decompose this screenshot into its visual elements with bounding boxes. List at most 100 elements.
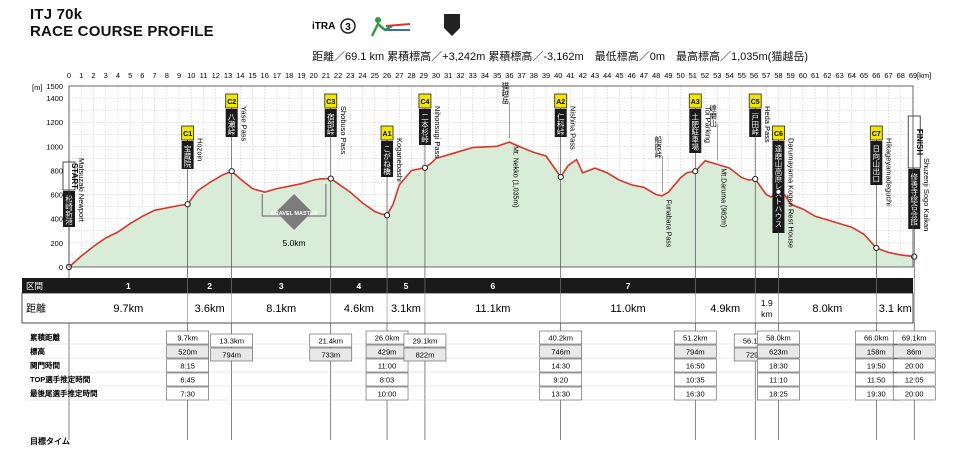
x-tick-label: 60: [799, 71, 807, 80]
segment-distance: 8.1km: [266, 303, 296, 315]
segment-distance: 4.6km: [344, 303, 374, 315]
x-tick-label: 7: [153, 71, 157, 80]
itra-logo-text: iTRA: [312, 21, 335, 32]
segment-number: 1: [126, 281, 131, 291]
x-tick-label: 54: [725, 71, 733, 80]
target-time-label: 目標タイム: [30, 436, 70, 446]
x-tick-label: 15: [248, 71, 256, 80]
elevation-line: [68, 141, 915, 268]
x-tick-label: 40: [554, 71, 562, 80]
x-tick-label: 17: [273, 71, 281, 80]
x-tick-label: 29: [420, 71, 428, 80]
x-tick-label: 49: [664, 71, 672, 80]
table-cell: [309, 347, 353, 362]
checkpoint-jp-box: [870, 141, 883, 185]
segment-number: 5: [404, 281, 409, 291]
x-tick-label: 48: [652, 71, 660, 80]
table-cell-value: 9:20: [553, 376, 568, 385]
checkpoint-id-box: [554, 93, 568, 109]
table-cell: [365, 358, 409, 373]
segment-number: 2: [207, 281, 212, 291]
checkpoint-dot: [184, 201, 191, 208]
table-row-label: 標高: [30, 346, 45, 356]
segment-distance: 1.9: [761, 298, 773, 308]
shield-logo-icon: [444, 14, 460, 36]
table-cell: [892, 372, 936, 387]
landmark-en-name: Funabara Pass: [664, 200, 671, 248]
itra-points: 3: [345, 22, 351, 33]
x-tick-label: 10: [187, 71, 195, 80]
gravel-distance-label: 5.0km: [282, 238, 305, 248]
x-tick-label: 62: [823, 71, 831, 80]
x-tick-label: 14: [236, 71, 244, 80]
segment-band-background: [22, 278, 913, 293]
y-tick-label: 1400: [46, 94, 63, 103]
table-cell: [892, 358, 936, 373]
table-cell: [673, 330, 717, 345]
segment-distance: 11.0km: [610, 303, 645, 315]
x-tick-label: 56: [750, 71, 758, 80]
x-tick-label: 55: [738, 71, 746, 80]
landmark-jp-name: 猫越岳: [501, 81, 510, 106]
checkpoint-jp-name: 戸田峠: [750, 113, 759, 137]
checkpoint-id: A3: [691, 99, 700, 106]
table-cell: [757, 358, 800, 373]
checkpoint-jp-box: [324, 109, 337, 137]
x-tick-label: 27: [395, 71, 403, 80]
checkpoint-id: C2: [227, 99, 236, 106]
landmark-en-name: Mt. Nekko (1,035m): [511, 146, 518, 207]
table-cell-value: 10:35: [686, 376, 705, 385]
table-cell-value: 8:03: [380, 376, 395, 385]
x-tick-label: 34: [481, 71, 489, 80]
x-tick-label: 53: [713, 71, 721, 80]
table-cell: [166, 344, 209, 359]
checkpoint-jp-box: [908, 169, 921, 229]
x-tick-label: 13: [224, 71, 232, 80]
checkpoint-jp-box: [749, 109, 762, 137]
table-cell-value: 822m: [416, 351, 435, 360]
x-tick-label: 20: [309, 71, 317, 80]
checkpoint-id: C4: [420, 99, 429, 106]
x-tick-label: 65: [860, 71, 868, 80]
x-tick-label: 23: [346, 71, 354, 80]
table-cell-value: 13.3km: [219, 337, 244, 346]
table-cell: [673, 372, 717, 387]
x-tick-label: 36: [505, 71, 513, 80]
checkpoint-jp-name: 修善寺総合会館: [909, 172, 918, 227]
x-tick-label: 4: [116, 71, 120, 80]
table-cell-value: 13:30: [551, 390, 570, 399]
logo-row: iTRA 3: [312, 14, 460, 37]
checkpoint-jp-box: [772, 141, 785, 233]
x-tick-label: 58: [774, 71, 782, 80]
checkpoint-id: A1: [383, 131, 392, 138]
distance-band-frame: [21, 292, 914, 324]
gravel-master-badge-icon: [276, 194, 313, 230]
x-tick-label: 2: [91, 71, 95, 80]
table-cell-value: 7:30: [180, 390, 195, 399]
x-tick-label: 37: [517, 71, 525, 80]
checkpoint-id-box: [907, 115, 921, 169]
table-cell-value: 16:50: [686, 362, 705, 371]
x-tick-label: 69: [909, 71, 917, 80]
table-cell-value: 58.0km: [766, 334, 791, 343]
checkpoint-dot: [383, 212, 391, 219]
course-stats: 距離／69.1 km 累積標高／+3,242m 累積標高／-3,162m 最低標…: [312, 51, 809, 63]
y-tick-label: 1000: [46, 142, 63, 151]
table-cell-value: 794m: [222, 351, 241, 360]
title-line-2: RACE COURSE PROFILE: [30, 23, 214, 40]
landmark-jp-name: 船原峠: [653, 134, 662, 159]
checkpoint-en-name: Shobuso Pass: [339, 106, 348, 155]
distance-row-label: 距離: [26, 302, 46, 315]
x-tick-label: 50: [676, 71, 684, 80]
x-tick-label: 59: [787, 71, 795, 80]
table-cell-value: 56.1km: [743, 337, 768, 346]
table-cell-value: 18:25: [769, 390, 788, 399]
checkpoint-jp-box: [418, 109, 431, 145]
segment-distance: 4.9km: [710, 303, 740, 315]
y-axis-unit: [m]: [32, 83, 42, 92]
x-tick-label: 67: [884, 71, 892, 80]
gravel-section: GRAVEL MASTER 5.0km: [261, 184, 327, 248]
checkpoint-id: A2: [556, 99, 565, 106]
itra-logo: iTRA 3: [312, 18, 356, 34]
